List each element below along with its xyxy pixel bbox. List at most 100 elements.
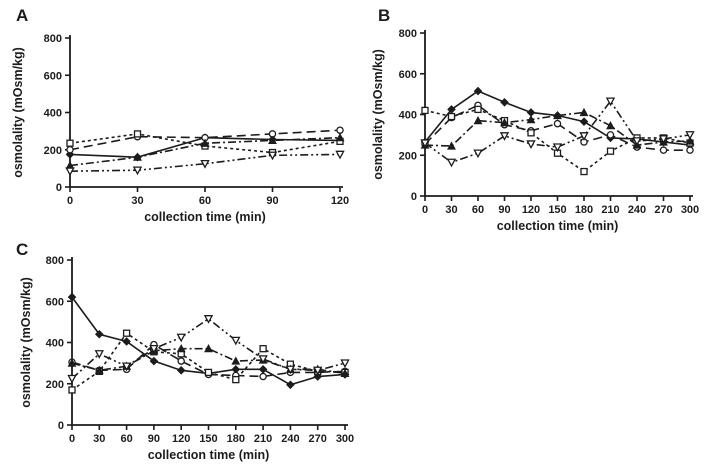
series-line-square [71,332,346,391]
x-tick-label: 180 [575,204,593,216]
x-tick-label: 240 [628,204,646,216]
series-line-triangle-down [424,99,691,164]
square-marker [447,112,456,121]
triangle-down-marker [340,359,350,369]
triangle-down-marker [258,355,268,364]
square-marker [606,147,615,155]
x-axis-title: collection time (min) [144,210,266,224]
x-tick-label: 120 [522,204,540,216]
triangle-up-marker [526,114,536,124]
triangle-down-marker [632,137,642,146]
x-axis-title: collection time (min) [497,219,619,233]
x-tick-label: 90 [266,195,278,207]
panel-letter-c: C [16,240,29,259]
series-line-triangle-up [424,111,691,147]
square-marker [68,386,76,394]
x-tick-label: 240 [281,433,299,445]
circle-marker [259,372,267,381]
triangle-down-marker [605,97,616,107]
triangle-down-marker [473,149,483,159]
panel-letter-b: B [378,6,391,25]
circle-marker [66,145,74,154]
triangle-up-marker [447,141,456,150]
diamond-marker [67,292,77,302]
square-marker [421,106,429,115]
x-axis-title: collection time (min) [148,448,270,462]
x-tick-label: 0 [422,204,428,216]
y-tick-label: 400 [399,110,417,122]
triangle-down-marker [67,374,77,384]
triangle-down-marker [203,315,214,324]
y-tick-label: 200 [46,379,64,391]
y-tick-label: 400 [46,338,64,350]
y-tick-label: 0 [56,182,62,194]
triangle-up-marker [553,110,562,120]
y-tick-label: 200 [44,145,62,157]
diamond-marker [579,117,589,126]
y-tick-label: 800 [399,28,417,40]
square-marker [122,329,131,337]
y-tick-label: 0 [58,420,64,432]
x-tick-label: 0 [67,195,73,207]
y-tick-label: 600 [399,69,417,81]
diamond-marker [176,366,186,375]
triangle-down-marker [176,333,186,343]
diamond-marker [313,372,323,381]
x-tick-label: 0 [69,433,75,445]
x-tick-label: 150 [199,433,217,445]
x-tick-label: 120 [331,195,349,207]
y-axis-title: osmolality (mOsm/kg) [371,49,385,180]
panel-b-chart: 0 200 400 600 800 0 30 60 90 120 150 180 210 240 270 30… [360,0,708,233]
triangle-up-marker [176,344,186,353]
x-tick-label: 90 [498,204,510,216]
series-line-circle [69,129,341,151]
x-tick-label: 30 [445,204,457,216]
panel-letter-a: A [16,6,29,25]
x-tick-label: 300 [336,433,354,445]
panel-a-chart: 0 200 400 600 800 0 30 60 90 120 collection time (… [0,0,368,233]
triangle-down-marker [526,140,536,150]
square-marker [133,130,142,138]
x-tick-label: 60 [472,204,484,216]
square-marker [204,368,213,377]
triangle-down-marker [579,132,589,141]
square-marker [474,105,482,114]
y-tick-label: 800 [44,33,62,45]
circle-marker [659,146,668,154]
y-tick-label: 200 [399,150,417,162]
square-marker [527,129,535,137]
triangle-down-marker [499,132,510,141]
triangle-down-marker [132,166,143,176]
circle-marker [686,146,694,154]
x-tick-label: 30 [93,433,105,445]
triangle-down-marker [658,135,669,144]
triangle-up-marker [94,365,104,374]
triangle-up-marker [579,107,589,117]
x-tick-label: 150 [548,204,566,216]
square-marker [232,375,240,384]
chart-panel-a: 0 200 400 600 800 0 30 60 90 120 collection time (… [11,33,349,224]
triangle-up-marker [500,117,509,127]
circle-marker [553,119,562,128]
square-marker [259,345,267,353]
diamond-marker [500,97,509,107]
panel-c-chart: 0 200 400 600 800 0 30 60 90 120 150 180 210 240 270 30… [8,236,368,468]
x-tick-label: 120 [172,433,190,445]
square-marker [580,167,588,176]
triangle-down-marker [552,143,563,153]
triangle-down-marker [446,158,457,168]
x-tick-label: 210 [254,433,272,445]
triangle-up-marker [67,358,77,367]
diamond-marker [258,365,268,374]
triangle-down-marker [121,362,132,372]
triangle-down-marker [267,151,278,161]
diamond-marker [65,150,75,159]
diamond-marker [286,380,295,390]
diamond-marker [473,86,483,96]
y-tick-label: 600 [44,70,62,82]
y-tick-label: 800 [46,255,64,267]
x-tick-label: 30 [131,195,143,207]
triangle-up-marker [231,356,241,365]
chart-panel-c: 0 200 400 600 800 0 30 60 90 120 150 180 210 240 270 30… [19,255,354,462]
